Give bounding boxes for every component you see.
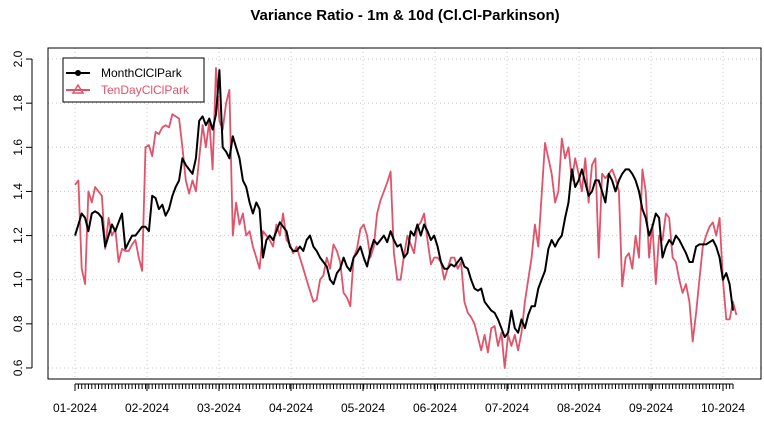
x-tick-label: 03-2024 xyxy=(197,401,241,415)
series-line-monthclclpark xyxy=(74,69,734,339)
legend: MonthClClPark TenDayClClPark xyxy=(62,57,205,103)
x-tick-label: 05-2024 xyxy=(341,401,385,415)
legend-marker-tendayclclpark xyxy=(71,83,85,94)
plot-area-border xyxy=(47,47,762,380)
x-tick-label: 06-2024 xyxy=(413,401,457,415)
x-axis: 01-2024 02-2024 03-2024 04-2024 05-2024 06-20… xyxy=(53,383,745,415)
x-tick-label: 07-2024 xyxy=(485,401,529,415)
series-lines xyxy=(74,67,738,369)
series-line-tendayclclpark xyxy=(74,67,738,369)
y-tick-label: 1.2 xyxy=(11,227,25,244)
y-tick-label: 1.0 xyxy=(11,271,25,288)
y-tick-label: 0.6 xyxy=(11,359,25,376)
x-tick-label: 01-2024 xyxy=(53,401,97,415)
legend-box xyxy=(62,57,205,103)
legend-label-tendayclclpark: TenDayClClPark xyxy=(101,83,190,97)
y-tick-label: 1.4 xyxy=(11,183,25,200)
x-tick-label: 08-2024 xyxy=(557,401,601,415)
grid xyxy=(48,48,761,379)
x-tick-label: 04-2024 xyxy=(269,401,313,415)
chart-title: Variance Ratio - 1m & 10d (Cl.Cl-Parkins… xyxy=(250,7,559,24)
y-tick-label: 0.8 xyxy=(11,315,25,332)
legend-label-monthclclpark: MonthClClPark xyxy=(101,66,183,80)
y-tick-label: 1.6 xyxy=(11,139,25,156)
legend-marker-monthclclpark xyxy=(75,70,81,76)
x-tick-label: 10-2024 xyxy=(701,401,745,415)
y-axis: 0.6 0.8 1.0 1.2 1.4 1.6 1.8 2.0 xyxy=(11,50,33,376)
y-tick-label: 1.8 xyxy=(11,95,25,112)
y-tick-label: 2.0 xyxy=(11,50,25,67)
x-tick-label: 09-2024 xyxy=(629,401,673,415)
x-tick-label: 02-2024 xyxy=(125,401,169,415)
